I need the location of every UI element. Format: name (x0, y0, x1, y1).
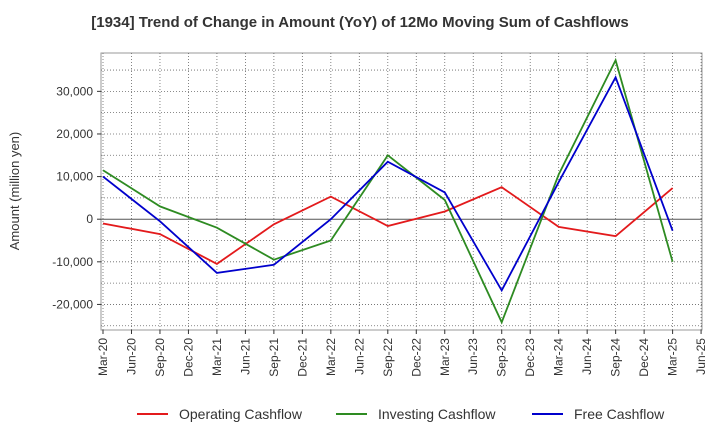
x-tick-label: Mar-24 (552, 338, 566, 376)
y-tick-label: -20,000 (52, 297, 93, 311)
series-line-operating-cashflow (102, 186, 674, 265)
x-tick-label: Dec-22 (409, 338, 423, 377)
x-tick-label: Dec-21 (295, 338, 309, 377)
x-tick-label: Jun-25 (694, 338, 708, 375)
series-line-free-cashflow (102, 75, 674, 293)
x-tick-label: Sep-22 (381, 338, 395, 377)
y-axis-label: Amount (million yen) (7, 132, 22, 251)
y-tick-label: 20,000 (56, 127, 93, 141)
chart-title: [1934] Trend of Change in Amount (YoY) o… (91, 14, 629, 31)
grid (101, 53, 702, 330)
x-tick-label: Sep-24 (609, 338, 623, 377)
x-tick-label: Sep-20 (153, 338, 167, 377)
y-tick-label: 10,000 (56, 170, 93, 184)
x-tick-label: Jun-24 (580, 338, 594, 375)
x-tick-label: Mar-25 (666, 338, 680, 376)
x-tick-label: Jun-21 (238, 338, 252, 375)
x-tick-label: Dec-24 (637, 338, 651, 377)
y-tick-label: 0 (86, 212, 93, 226)
legend-label: Investing Cashflow (378, 406, 496, 422)
y-axis: -20,000 -10,000 0 10,000 20,000 30,000 (52, 84, 101, 311)
x-tick-label: Sep-23 (495, 338, 509, 377)
legend: Operating Cashflow Investing Cashflow Free… (137, 406, 665, 422)
x-tick-label: Mar-22 (324, 338, 338, 376)
y-tick-label: -10,000 (52, 255, 93, 269)
x-tick-label: Mar-23 (438, 338, 452, 376)
series-group (102, 57, 674, 325)
x-tick-label: Dec-20 (181, 338, 195, 377)
x-tick-label: Mar-20 (96, 338, 110, 376)
plot-area (100, 52, 703, 331)
x-tick-label: Jun-22 (352, 338, 366, 375)
series-line-investing-cashflow (102, 57, 674, 325)
x-tick-label: Dec-23 (523, 338, 537, 377)
legend-label: Operating Cashflow (179, 406, 303, 422)
x-tick-label: Jun-20 (124, 338, 138, 375)
x-tick-label: Sep-21 (267, 338, 281, 377)
x-tick-label: Mar-21 (210, 338, 224, 376)
x-axis: Mar-20 Jun-20 Sep-20 Dec-20 Mar-21 Jun-21 Sep-… (96, 330, 708, 377)
y-tick-label: 30,000 (56, 84, 93, 98)
legend-label: Free Cashflow (574, 406, 665, 422)
x-tick-label: Jun-23 (466, 338, 480, 375)
